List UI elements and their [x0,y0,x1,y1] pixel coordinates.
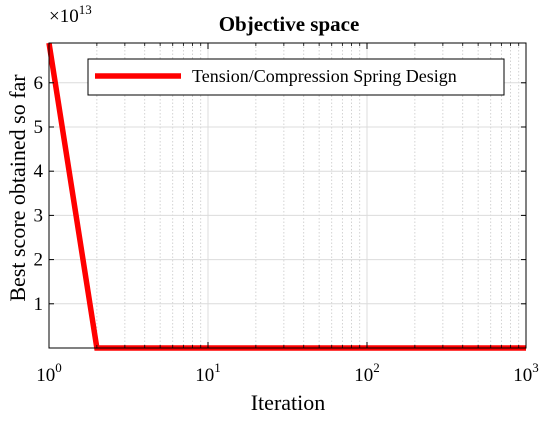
y-tick-label: 3 [34,205,44,226]
x-tick-exponent: 0 [55,360,62,375]
y-axis-label: Best score obtained so far [5,74,30,302]
x-tick-base: 10 [354,365,373,386]
x-tick-base: 10 [513,365,532,386]
legend-label: Tension/Compression Spring Design [192,66,457,86]
x-tick-exponent: 1 [214,360,221,375]
chart-title: Objective space [219,12,360,36]
plot-frame [48,42,527,349]
x-tick-label: 102 [354,360,380,386]
x-tick-exponent: 2 [373,360,380,375]
y-tick-label: 2 [34,250,44,271]
y-tick-label: 6 [34,73,44,94]
legend: Tension/Compression Spring Design [87,58,505,96]
x-tick-label: 103 [513,360,539,386]
y-multiplier-exponent: 13 [79,2,92,17]
x-tick-label: 100 [36,360,62,386]
x-axis-label: Iteration [251,390,326,415]
x-tick-base: 10 [36,365,55,386]
y-multiplier-base: ×10 [49,6,79,27]
y-tick-label: 4 [34,161,44,182]
y-tick-label: 1 [34,294,44,315]
x-tick-base: 10 [195,365,214,386]
x-tick-exponent: 3 [532,360,539,375]
y-tick-label: 5 [34,117,44,138]
x-tick-label: 101 [195,360,221,386]
y-axis-multiplier: ×1013 [49,2,92,27]
